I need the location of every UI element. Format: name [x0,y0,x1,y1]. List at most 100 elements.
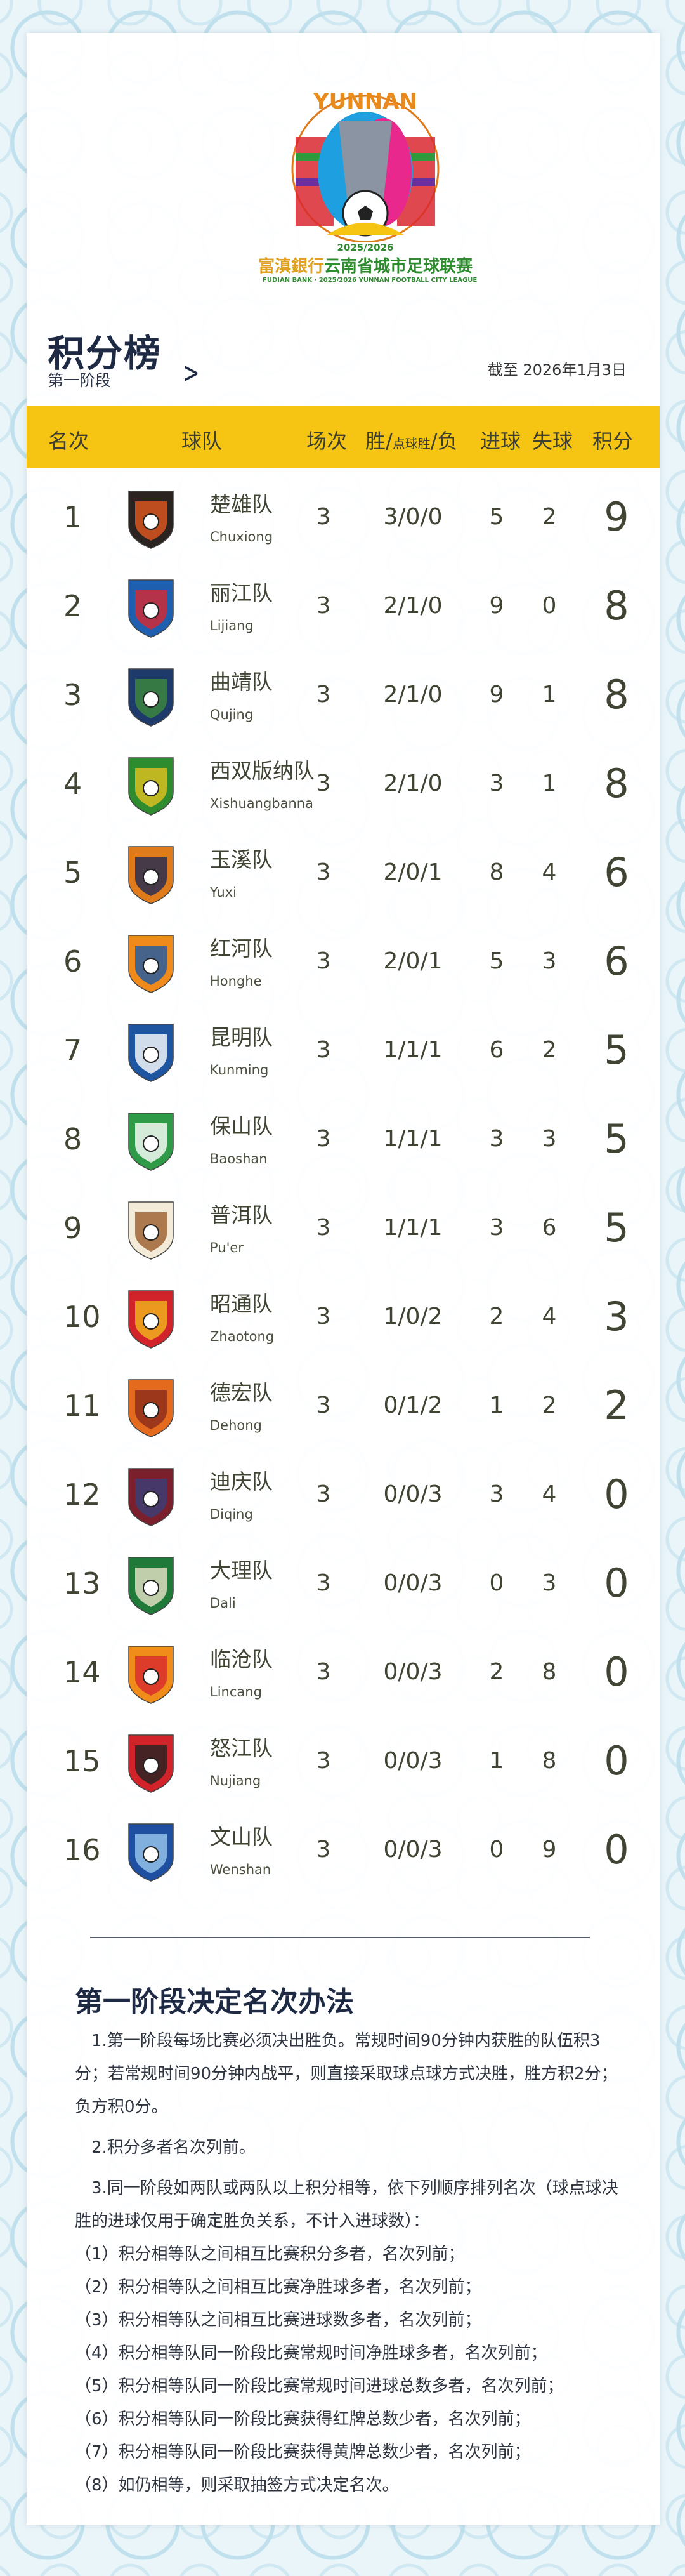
points: 5 [604,1027,629,1073]
win-draw-loss: 0/0/3 [383,1570,443,1596]
team-name[interactable]: 普洱队 [210,1203,273,1227]
goals-for: 3 [489,1215,504,1241]
team-name[interactable]: 西双版纳队 [210,758,315,783]
table-row[interactable]: 8 保山队 Baoshan 3 1/1/1 3 3 5 [27,1097,660,1186]
team-name-english: Lincang [210,1684,262,1700]
rank: 8 [63,1122,82,1156]
logo-season: 2025/2026 [337,242,394,253]
rank: 14 [63,1655,101,1689]
goals-against: 8 [542,1748,557,1774]
points: 8 [604,671,629,718]
table-row[interactable]: 16 文山队 Wenshan 3 0/0/3 0 9 0 [27,1807,660,1896]
points: 0 [604,1649,629,1695]
played: 3 [316,1037,331,1063]
elephant-emblem-icon: YUNNAN [291,89,440,243]
team-name-english: Pu'er [210,1240,244,1255]
team-name-english: Qujing [210,707,254,722]
team-badge-icon [128,1646,174,1704]
team-name[interactable]: 丽江队 [210,581,273,605]
logo-league-name: 富滇銀行云南省城市足球联赛 [258,257,473,276]
table-row[interactable]: 11 德宏队 Dehong 3 0/1/2 1 2 2 [27,1363,660,1452]
team-name[interactable]: 保山队 [210,1114,273,1139]
team-name[interactable]: 红河队 [210,936,273,961]
table-row[interactable]: 14 临沧队 Lincang 3 0/0/3 2 8 0 [27,1630,660,1719]
rank: 10 [63,1300,101,1334]
table-row[interactable]: 15 怒江队 Nujiang 3 0/0/3 1 8 0 [27,1719,660,1807]
col-team: 球队 [181,429,223,453]
goals-for: 2 [489,1304,504,1330]
team-name[interactable]: 大理队 [210,1558,273,1583]
win-draw-loss: 0/0/3 [383,1659,443,1685]
goals-for: 5 [489,948,504,974]
rank: 5 [63,855,82,890]
table-row[interactable]: 1 楚雄队 Chuxiong 3 3/0/0 5 2 9 [27,475,660,564]
team-name[interactable]: 昆明队 [210,1025,273,1050]
goals-for: 3 [489,1481,504,1507]
table-row[interactable]: 13 大理队 Dali 3 0/0/3 0 3 0 [27,1541,660,1630]
table-row[interactable]: 10 昭通队 Zhaotong 3 1/0/2 2 4 3 [27,1274,660,1363]
rank: 15 [63,1744,101,1778]
played: 3 [316,948,331,974]
rank: 12 [63,1477,101,1512]
goals-for: 0 [489,1570,504,1596]
points: 8 [604,760,629,807]
rank: 7 [63,1033,82,1067]
table-row[interactable]: 5 玉溪队 Yuxi 3 2/0/1 8 4 6 [27,830,660,919]
rule-3: 3.同一阶段如两队或两队以上积分相等，依下列顺序排列名次（球点球决胜的进球仅用于… [75,2179,618,2231]
win-draw-loss: 0/0/3 [383,1837,443,1863]
played: 3 [316,859,331,885]
rank: 16 [63,1833,101,1867]
team-name[interactable]: 昭通队 [210,1291,273,1316]
rank: 1 [63,500,82,534]
team-name[interactable]: 玉溪队 [210,847,273,872]
team-name[interactable]: 文山队 [210,1825,273,1849]
rank: 11 [63,1389,101,1423]
team-name[interactable]: 德宏队 [210,1380,273,1405]
team-badge-icon [128,846,174,904]
rank: 6 [63,944,82,979]
table-row[interactable]: 6 红河队 Honghe 3 2/0/1 5 3 6 [27,919,660,1008]
table-row[interactable]: 2 丽江队 Lijiang 3 2/1/0 9 0 8 [27,564,660,652]
points: 0 [604,1560,629,1606]
team-name[interactable]: 迪庆队 [210,1469,273,1494]
team-badge-icon [128,1290,174,1349]
win-draw-loss: 0/0/3 [383,1481,443,1507]
col-played: 场次 [306,429,348,453]
played: 3 [316,770,331,796]
team-name-english: Diqing [210,1507,253,1522]
chevron-right-icon[interactable]: > [182,355,200,390]
table-row[interactable]: 12 迪庆队 Diqing 3 0/0/3 3 4 0 [27,1452,660,1541]
goals-for: 2 [489,1659,504,1685]
played: 3 [316,504,331,530]
table-row[interactable]: 3 曲靖队 Qujing 3 2/1/0 9 1 8 [27,652,660,741]
team-badge-icon [128,1557,174,1615]
team-name[interactable]: 楚雄队 [210,492,273,517]
section-divider [90,1937,590,1938]
table-row[interactable]: 4 西双版纳队 Xishuangbanna 3 2/1/0 3 1 8 [27,741,660,830]
table-row[interactable]: 7 昆明队 Kunming 3 1/1/1 6 2 5 [27,1008,660,1097]
rank: 3 [63,678,82,712]
col-wdl: 胜/点球胜/负 [365,429,458,453]
team-name-english: Xishuangbanna [210,796,313,811]
tiebreak-rule: （5）积分相等队同一阶段比赛常规时间进球总数多者，名次列前； [75,2377,564,2396]
tiebreak-rule: （3）积分相等队之间相互比赛进球数多者，名次列前； [75,2311,481,2330]
team-name[interactable]: 临沧队 [210,1647,273,1672]
table-row[interactable]: 9 普洱队 Pu'er 3 1/1/1 3 6 5 [27,1186,660,1274]
goals-against: 3 [542,1570,557,1596]
points: 5 [604,1116,629,1162]
team-name-english: Dali [210,1595,236,1611]
goals-against: 4 [542,859,557,885]
goals-against: 2 [542,1392,557,1418]
goals-against: 6 [542,1215,557,1241]
points: 5 [604,1205,629,1251]
team-name-english: Lijiang [210,618,254,633]
win-draw-loss: 1/0/2 [383,1304,443,1330]
team-name[interactable]: 曲靖队 [210,670,273,694]
goals-for: 8 [489,859,504,885]
league-logo: YUNNAN 2025/2026 富滇銀行云南省城市足球联赛 FUDIAN BA… [258,83,477,293]
team-name[interactable]: 怒江队 [210,1736,273,1760]
col-rank: 名次 [48,429,89,453]
points: 0 [604,1471,629,1517]
points: 0 [604,1826,629,1873]
team-name-english: Zhaotong [210,1329,275,1344]
